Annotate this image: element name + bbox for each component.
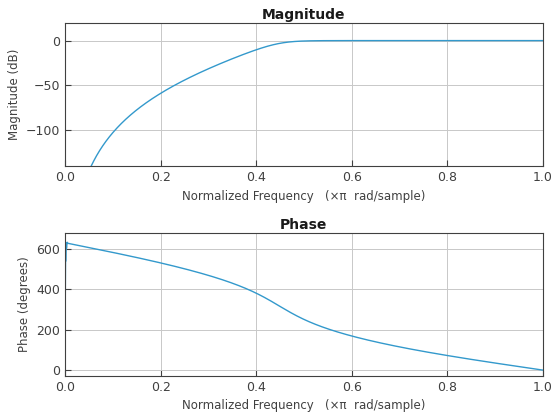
- Title: Magnitude: Magnitude: [262, 8, 346, 21]
- Title: Phase: Phase: [280, 218, 328, 231]
- X-axis label: Normalized Frequency   (×π  rad/sample): Normalized Frequency (×π rad/sample): [182, 189, 426, 202]
- X-axis label: Normalized Frequency   (×π  rad/sample): Normalized Frequency (×π rad/sample): [182, 399, 426, 412]
- Y-axis label: Phase (degrees): Phase (degrees): [18, 257, 31, 352]
- Y-axis label: Magnitude (dB): Magnitude (dB): [7, 49, 21, 140]
